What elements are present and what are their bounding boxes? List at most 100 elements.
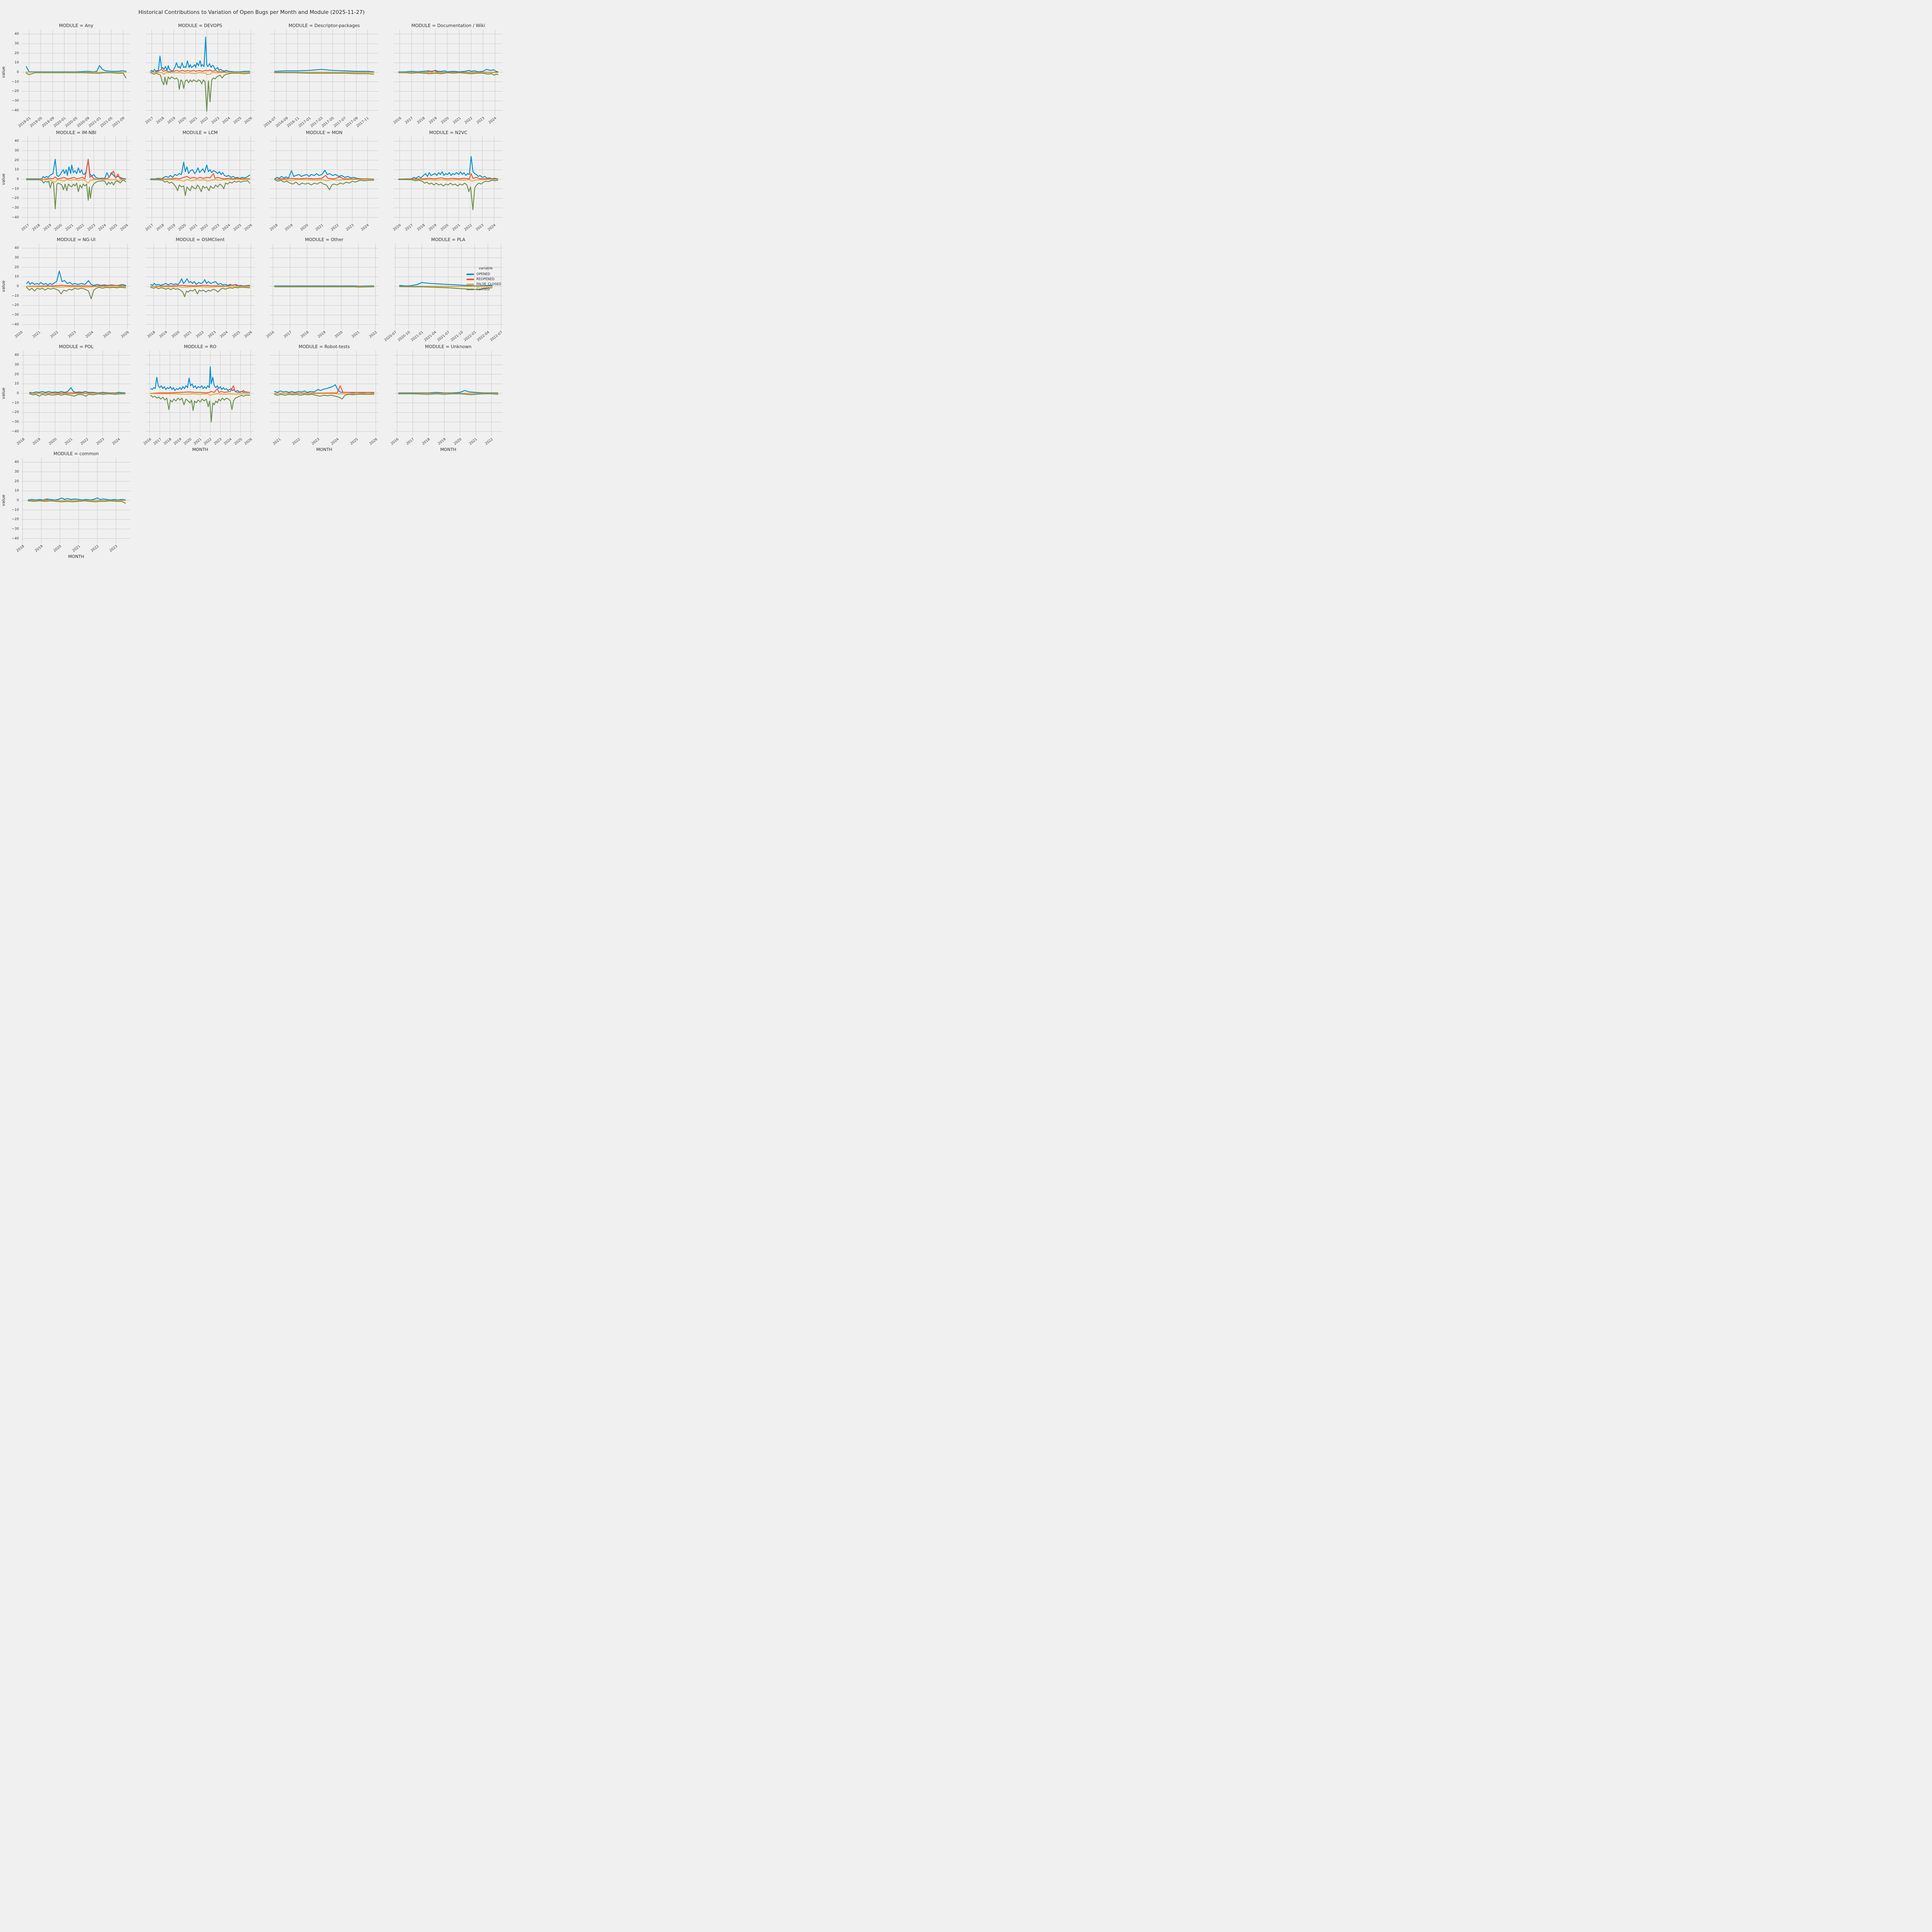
plot-area (22, 29, 131, 115)
series-line-opened (274, 69, 374, 72)
y-tick-label: 10 (14, 168, 19, 172)
y-tick-label: 0 (17, 177, 19, 181)
facet-title: MODULE = common (53, 451, 99, 456)
facet-title: MODULE = Other (305, 237, 344, 242)
y-axis-label: value (1, 66, 6, 78)
facet-title: MODULE = OSMClient (175, 237, 225, 242)
y-axis-label: value (1, 387, 6, 400)
y-tick-label: 30 (14, 149, 19, 153)
facet-module-n2vc: MODULE = N2VC 2016 2017 2018 2019 2020 2021 202… (393, 129, 503, 236)
facet-title: MODULE = POL (59, 344, 94, 349)
x-axis-label: MONTH (316, 447, 332, 452)
y-tick-label: 40 (14, 460, 19, 464)
facet-module-unknown: MODULE = Unknown 2016 2017 2018 2019 2020 2021… (390, 344, 503, 452)
legend-title: variable (478, 267, 493, 270)
y-tick-label: −30 (12, 527, 19, 531)
facet-title: MODULE = N2VC (429, 130, 468, 135)
series-line-closed (29, 393, 126, 397)
y-tick-label: −40 (12, 215, 19, 219)
series-line-reopened (150, 69, 250, 73)
plot-area (146, 243, 255, 329)
legend-item-closed: CLOSED (466, 287, 505, 292)
legend-label: OPENED (476, 272, 490, 276)
series-line-reopened (274, 385, 374, 394)
y-tick-label: 40 (14, 32, 19, 36)
plot-area (146, 136, 255, 222)
plot-area (394, 350, 503, 436)
series-line-closed (26, 72, 127, 78)
facet-module-other: MODULE = Other 2016 2017 2018 2019 2020 2021 20… (266, 236, 379, 344)
series-line-opened (26, 65, 127, 72)
facet-module-ro: MODULE = RO 2016 2017 2018 2019 2020 2021 2022 2… (143, 344, 255, 452)
y-tick-label: −30 (12, 206, 19, 210)
facet-module-osmclient: MODULE = OSMClient 2018 2019 2020 2021 2022 20… (146, 236, 255, 344)
facet-module-robot-tests: MODULE = Robot-tests 2021 2022 2023 2024 2025… (270, 344, 379, 452)
series-line-closed (398, 72, 498, 76)
series-line-closed (150, 72, 250, 112)
series-line-opened (26, 159, 126, 179)
facet-module-documentation-wiki: MODULE = Documentation / Wiki 2016 2017 201… (393, 22, 503, 129)
legend-item-opened: OPENED (466, 272, 505, 277)
y-tick-label: 10 (14, 382, 19, 386)
series-line-opened (399, 282, 493, 286)
y-tick-label: −20 (12, 196, 19, 201)
facet-module-common: MODULE = common 40 30 20 10 0 −10 −20 −30 −40 valu… (1, 451, 131, 559)
legend-label: CLOSED (476, 287, 490, 291)
series-line-opened (150, 36, 250, 72)
series-line-opened (27, 497, 126, 500)
y-tick-label: 30 (14, 256, 19, 260)
y-tick-label: −30 (12, 313, 19, 317)
y-tick-label: 40 (14, 246, 19, 250)
plot-area (270, 29, 379, 115)
y-tick-label: 0 (17, 70, 19, 74)
series-line-opened (150, 162, 250, 179)
series-line-closed (274, 72, 374, 75)
facet-title: MODULE = DEVOPS (178, 23, 222, 28)
y-tick-label: 0 (17, 391, 19, 395)
x-axis-label: MONTH (68, 554, 84, 559)
series-line-reopened (274, 175, 374, 180)
y-axis-label: value (1, 173, 6, 185)
y-tick-label: −10 (12, 187, 19, 191)
y-tick-label: −10 (12, 294, 19, 298)
facet-module-mon: MODULE = MON 2018 2019 2020 2021 2022 2023 2024 (269, 129, 379, 236)
series-line-false-closed (26, 179, 126, 184)
y-tick-label: 30 (14, 363, 19, 367)
facet-module-lcm: MODULE = LCM 2017 2018 2019 2020 2021 2022 2023… (145, 129, 255, 236)
series-line-opened (26, 270, 126, 286)
series-line-false-closed (398, 179, 498, 182)
plot-area (270, 136, 379, 222)
y-tick-label: 30 (14, 470, 19, 474)
series-line-closed (150, 287, 250, 298)
facet-title: MODULE = MON (306, 130, 343, 135)
facet-title: MODULE = Robot-tests (298, 344, 350, 349)
y-tick-label: 20 (14, 372, 19, 376)
series-line-closed (399, 286, 493, 290)
y-tick-label: −40 (12, 536, 19, 541)
facet-module-any: MODULE = Any 40 30 20 10 0 −10 −20 −30 −40 value 20… (1, 22, 131, 129)
x-axis-label: MONTH (440, 447, 456, 452)
y-tick-label: 20 (14, 479, 19, 483)
plot-area (22, 136, 131, 222)
y-tick-label: −40 (12, 108, 19, 112)
series-line-opened (274, 384, 374, 393)
legend-label: REOPENED (476, 277, 495, 281)
series-line-closed (398, 179, 498, 211)
series-line-false-closed (274, 179, 374, 181)
x-axis-label: MONTH (192, 447, 208, 452)
facet-module-devops: MODULE = DEVOPS 2017 2018 2019 2020 2021 2022 2… (145, 22, 255, 129)
plot-area (22, 457, 131, 543)
y-tick-label: −40 (12, 322, 19, 327)
y-tick-label: 10 (14, 61, 19, 65)
y-tick-label: 10 (14, 489, 19, 493)
legend-swatch-opened (466, 273, 474, 275)
series-line-false-closed (150, 71, 250, 75)
y-tick-label: 30 (14, 42, 19, 46)
y-tick-label: −10 (12, 508, 19, 512)
y-tick-label: 40 (14, 353, 19, 357)
y-axis-label: value (1, 494, 6, 507)
y-tick-label: −10 (12, 80, 19, 84)
facet-title: MODULE = IM-NBI (56, 130, 97, 135)
plot-area (22, 350, 131, 436)
plot-area (394, 29, 503, 115)
